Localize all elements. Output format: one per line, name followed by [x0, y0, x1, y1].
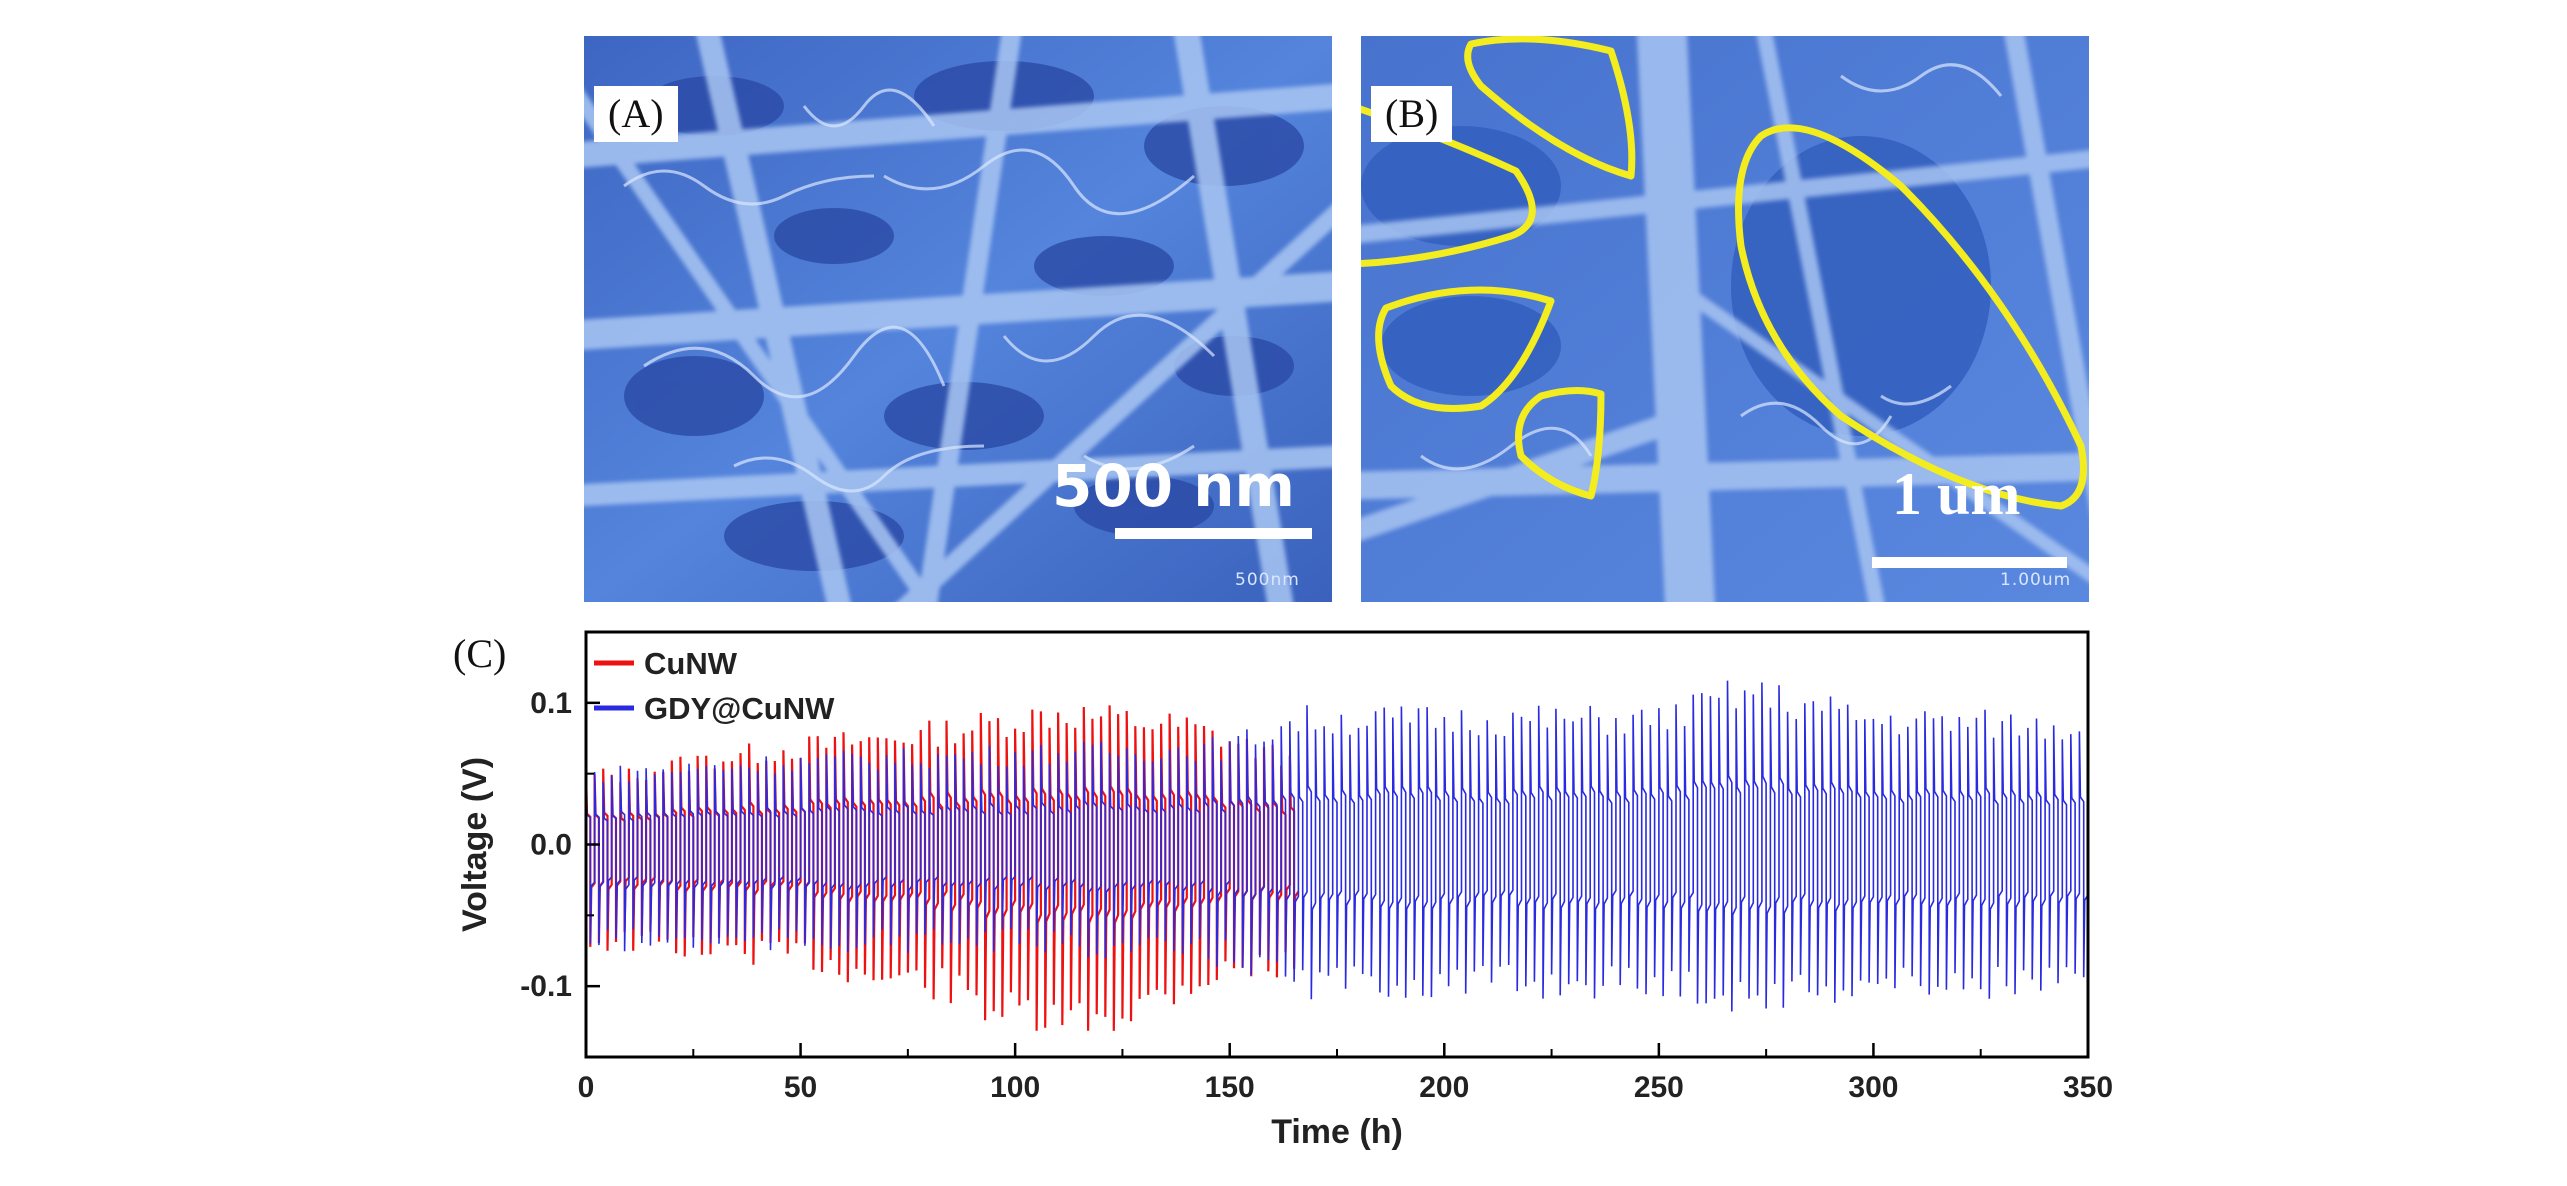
scale-bar-a [1115, 528, 1312, 539]
legend-label: CuNW [644, 646, 738, 681]
series-line [585, 680, 2089, 1012]
x-axis-label: Time (h) [1271, 1113, 1403, 1151]
scale-bar-label-b: 1 um [1892, 461, 2021, 527]
micro-scale-label-b: 1.00um [2000, 570, 2072, 590]
micro-scale-label-a: 500nm [1235, 570, 1300, 590]
x-tick-label: 200 [1419, 1071, 1469, 1104]
y-tick-label: 0.0 [530, 829, 572, 862]
x-tick-label: 250 [1634, 1071, 1684, 1104]
x-tick-label: 100 [990, 1071, 1040, 1104]
series-gdy-cunw [585, 680, 2089, 1012]
legend-label: GDY@CuNW [644, 691, 835, 726]
x-tick-label: 300 [1848, 1071, 1898, 1104]
x-tick-label: 50 [784, 1071, 817, 1104]
panel-label-c: (C) [453, 631, 507, 676]
x-tick-label: 350 [2063, 1071, 2113, 1104]
x-tick-label: 0 [578, 1071, 595, 1104]
sem-texture-a [584, 36, 1332, 602]
sem-image-a [584, 36, 1332, 602]
y-tick-label: -0.1 [520, 970, 572, 1003]
y-tick-label: 0.1 [530, 687, 572, 720]
sem-image-b [1361, 36, 2089, 602]
legend: CuNW GDY@CuNW [594, 646, 835, 726]
panel-label-a: (A) [594, 86, 678, 142]
y-axis-label: Voltage (V) [456, 757, 494, 932]
x-tick-label: 150 [1205, 1071, 1255, 1104]
sem-texture-b [1361, 36, 2089, 602]
panel-label-b: (B) [1371, 86, 1453, 142]
scale-bar-b [1872, 557, 2067, 568]
scale-bar-label-a: 500 nm [1052, 452, 1295, 520]
